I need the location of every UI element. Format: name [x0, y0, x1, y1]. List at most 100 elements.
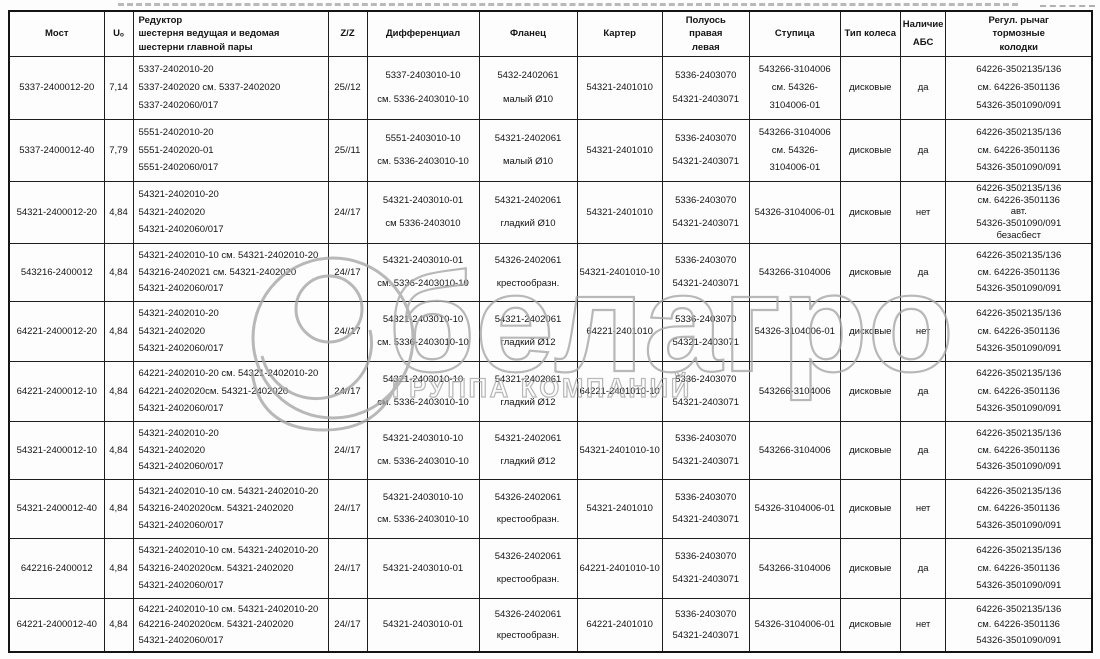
- cell-most: 64221-2400012-10: [8, 360, 105, 422]
- cell-flange: 54321-2402061 гладкий Ø12: [478, 300, 578, 362]
- cell-line: 543216-2400012: [20, 266, 93, 278]
- cell-line: см. 64226-3501136: [977, 325, 1060, 337]
- cell-wheel: дисковые: [839, 242, 901, 302]
- col-header-reduktor: Редуктор шестерня ведущая и ведомая шестер…: [132, 10, 329, 57]
- cell-line: 54321-2403071: [672, 397, 740, 408]
- cell-abs: да: [899, 242, 947, 302]
- col-header-u: Uₒ: [103, 10, 134, 57]
- cell-most: 642216-2400012: [8, 537, 105, 599]
- parts-table: Мост Uₒ Редуктор шестерня ведущая и ведомая…: [8, 10, 1093, 653]
- cell-hub: 54326-3104006-01: [748, 478, 841, 539]
- cell-line: 54326-3104006-01: [754, 503, 835, 514]
- cell-axle: 5336-2403070 54321-2403071: [661, 537, 750, 599]
- cell-line: 54321-2402060/017: [138, 520, 224, 531]
- cell-line: 54326-3501090/091: [976, 461, 1062, 473]
- cell-abs: да: [899, 360, 947, 422]
- col-header-label: шестерня ведущая и ведомая: [138, 28, 280, 40]
- cell-line: крестообразн.: [496, 277, 560, 289]
- cell-line: 54321-2402010-20: [138, 427, 219, 439]
- cell-flange: 5432-2402061 малый Ø10: [478, 55, 578, 120]
- cell-line: 54321-2401010: [586, 503, 653, 514]
- table-row: 64221-2400012-40 4,84 64221-2402010-10 см.…: [8, 597, 1093, 653]
- cell-line: 24//17: [334, 503, 361, 514]
- cell-line: 5551-2402010-20: [138, 126, 214, 138]
- cell-line: 54321-2403010-01: [382, 562, 464, 574]
- cell-line: 543266-3104006: [758, 444, 831, 456]
- col-header-label: Фланец: [509, 28, 547, 40]
- cell-karter: 54321-2401010: [576, 55, 663, 120]
- cell-line: 54321-2403010-01: [382, 255, 464, 267]
- cell-line: см. 5336-2403010-10: [377, 156, 469, 168]
- cell-line: 54321-2402061: [494, 194, 562, 206]
- cell-lever: 64226-3502135/136 см. 64226-3501136 54326-…: [945, 478, 1093, 539]
- cell-lever: 64226-3502135/136 см. 64226-3501136 54326-…: [945, 118, 1093, 182]
- cell-diff: 54321-2403010-01 см. 5336-2403010-10: [366, 242, 480, 302]
- cell-line: 64221-2401010-10: [579, 562, 660, 574]
- cell-hub: 543266-3104006: [748, 242, 841, 302]
- cell-karter: 54321-2401010-10: [576, 242, 663, 302]
- cell-line: 54321-2402010-10 см. 54321-2402010-20: [138, 545, 319, 557]
- cell-axle: 5336-2403070 54321-2403071: [661, 478, 750, 539]
- cell-line: 54326-3501090/091: [976, 100, 1062, 111]
- cell-diff: 54321-2403010-01 см 5336-2403010: [366, 180, 480, 244]
- table-row: 64221-2400012-10 4,84 64221-2402010-20 см.…: [8, 360, 1093, 422]
- cell-u: 4,84: [103, 300, 134, 362]
- cell-abs: да: [899, 420, 947, 480]
- cell-line: крестообразн.: [496, 629, 560, 641]
- col-header-label: Регул. рычаг: [988, 14, 1049, 26]
- cell-line: 64221-2400012-40: [16, 619, 97, 631]
- cell-line: 543266-3104006: [758, 126, 831, 138]
- cell-line: 543216-2402020см. 54321-2402020: [138, 562, 294, 574]
- col-header-label: Ступица: [774, 28, 815, 40]
- cell-zz: 24//17: [327, 597, 368, 653]
- cell-line: см. 5336-2403010-10: [377, 277, 469, 289]
- cell-line: см. 5336-2403010-10: [377, 337, 469, 348]
- cell-line: 7,79: [109, 144, 128, 156]
- cell-line: 54321-2402060/017: [138, 635, 224, 646]
- cell-line: 64226-3502135/136: [976, 249, 1062, 261]
- cell-line: 4,84: [109, 325, 128, 337]
- cell-karter: 64221-2401010: [576, 300, 663, 362]
- cell-axle: 5336-2403070 54321-2403071: [661, 180, 750, 244]
- col-header-zz: Z/Z: [327, 10, 368, 57]
- cell-lever: 64226-3502135/136 см. 64226-3501136 54326-…: [945, 597, 1093, 653]
- cell-line: 64226-3502135/136: [976, 308, 1062, 320]
- cell-line: см. 64226-3501136: [977, 144, 1060, 156]
- cell-u: 7,14: [103, 55, 134, 120]
- col-header-label: Тип колеса: [844, 28, 897, 40]
- cell-zz: 24//17: [327, 537, 368, 599]
- cell-line: гладкий Ø12: [500, 397, 556, 408]
- cell-line: 24//17: [334, 266, 361, 278]
- cell-line: 64221-2401010: [586, 619, 653, 631]
- cell-line: 54326-3501090/091: [976, 579, 1062, 591]
- cell-lever: 64226-3502135/136 см. 64226-3501136 54326-…: [945, 242, 1093, 302]
- cell-line: 54321-2403071: [672, 156, 740, 168]
- cell-abs: нет: [899, 597, 947, 653]
- cell-karter: 64221-2401010-10: [576, 360, 663, 422]
- cell-wheel: дисковые: [839, 420, 901, 480]
- col-header-most: Мост: [8, 10, 105, 57]
- col-header-diff: Дифференциал: [366, 10, 480, 57]
- cell-line: 64221-2400012-20: [16, 325, 97, 337]
- cell-flange: 54326-2402061 крестообразн.: [478, 537, 578, 599]
- cell-line: да: [917, 444, 929, 456]
- cell-line: 64226-3502135/136: [976, 126, 1062, 138]
- cell-zz: 24//17: [327, 420, 368, 480]
- col-header-karter: Картер: [576, 10, 663, 57]
- cell-abs: нет: [899, 300, 947, 362]
- cell-line: 54326-3104006-01: [754, 206, 835, 218]
- cell-line: 54321-2403010-10: [382, 433, 464, 445]
- cell-flange: 54326-2402061 крестообразн.: [478, 242, 578, 302]
- cell-line: да: [917, 266, 929, 278]
- cell-axle: 5336-2403070 54321-2403071: [661, 420, 750, 480]
- cell-line: 5337-2402010-20: [138, 64, 214, 75]
- cell-wheel: дисковые: [839, 118, 901, 182]
- cell-hub: 543266-3104006: [748, 420, 841, 480]
- header-row: Мост Uₒ Редуктор шестерня ведущая и ведомая…: [8, 10, 1093, 57]
- cell-line: дисковые: [849, 144, 892, 156]
- cell-reduktor: 54321-2402010-10 см. 54321-2402010-20 543…: [132, 537, 329, 599]
- table-row: 5337-2400012-20 7,14 5337-2402010-20 5337-2…: [8, 55, 1093, 120]
- cell-line: см. 64226-3501136: [977, 385, 1060, 397]
- cell-line: 54326-3501090/091: [976, 162, 1062, 174]
- cell-line: да: [917, 562, 929, 574]
